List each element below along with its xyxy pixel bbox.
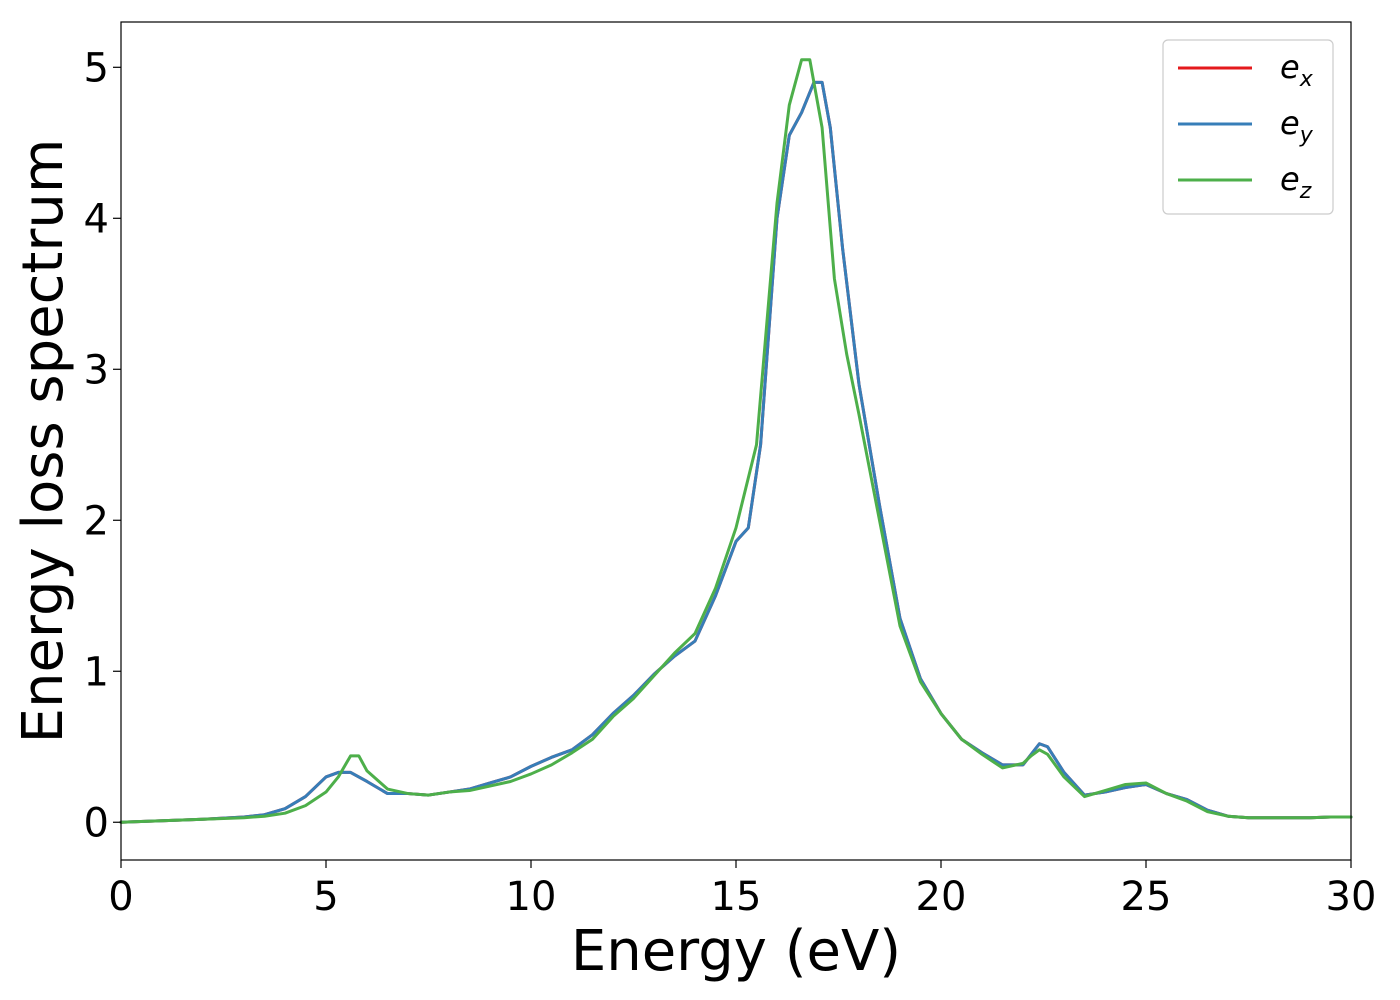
legend: ex ey ez	[1162, 39, 1334, 215]
x-tick-label: 15	[711, 874, 762, 920]
x-axis-label: Energy (eV)	[571, 919, 901, 984]
x-tick-label: 30	[1326, 874, 1377, 920]
series-line-z	[119, 58, 1353, 824]
y-tick-label: 2	[84, 498, 109, 544]
x-tick-label: 10	[506, 874, 557, 920]
y-tick-label: 1	[84, 649, 109, 695]
series-layer	[119, 58, 1353, 824]
plot-background	[121, 22, 1351, 860]
legend-box	[1162, 39, 1334, 215]
x-tick-label: 20	[916, 874, 967, 920]
y-axis-label: Energy loss spectrum	[11, 139, 76, 744]
legend-label-y: ey	[1280, 104, 1314, 148]
x-tick-label: 25	[1121, 874, 1172, 920]
y-tick-label: 0	[84, 800, 109, 846]
y-tick-label: 3	[84, 347, 109, 393]
y-tick-label: 4	[84, 196, 109, 242]
legend-label-z: ez	[1280, 160, 1312, 204]
x-tick-label: 0	[108, 874, 133, 920]
x-axis-ticks: 0 5 10 15 20 25 30	[108, 860, 1376, 920]
legend-label-x: ex	[1280, 48, 1314, 92]
x-tick-label: 5	[313, 874, 338, 920]
y-axis-ticks: 0 1 2 3 4 5	[84, 45, 121, 846]
series-line-y	[119, 80, 1353, 824]
y-tick-label: 5	[84, 45, 109, 91]
